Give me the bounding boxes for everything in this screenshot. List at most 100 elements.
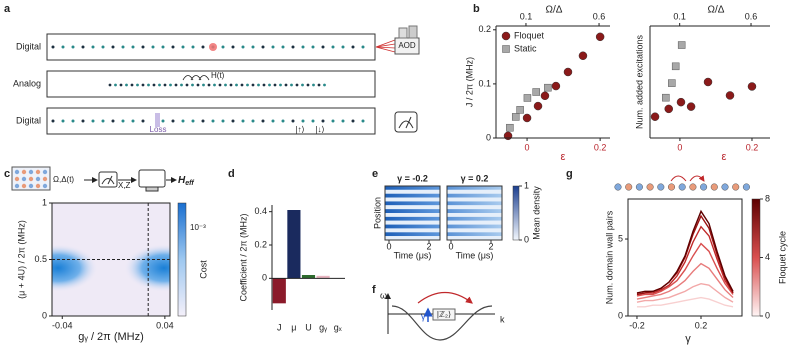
x-tick-label: 0 xyxy=(386,241,391,251)
atom xyxy=(213,83,216,87)
atom xyxy=(721,183,729,191)
legend-marker xyxy=(502,45,510,53)
x-axis-label: Time (μs) xyxy=(456,250,494,260)
series-line xyxy=(636,242,734,297)
atom xyxy=(311,119,315,123)
atom xyxy=(251,45,255,49)
panel-label: c xyxy=(4,168,10,180)
colorbar xyxy=(512,185,520,241)
atom xyxy=(51,45,55,49)
atom xyxy=(181,45,185,49)
atom xyxy=(742,183,750,191)
aod-label: AOD xyxy=(398,41,416,50)
point xyxy=(703,77,713,87)
x-tick-label: 0 xyxy=(525,142,530,152)
density-stripe xyxy=(447,232,502,237)
atom xyxy=(171,45,175,49)
density-stripe xyxy=(447,197,502,202)
density-stripe xyxy=(447,212,502,217)
colorbar-label: Mean density xyxy=(531,186,541,240)
x-tick-label: 2 xyxy=(488,241,493,251)
effective-hamiltonian: Heff xyxy=(178,175,194,187)
atom xyxy=(211,119,215,123)
atom xyxy=(700,183,708,191)
atom xyxy=(291,45,295,49)
atom xyxy=(201,45,205,49)
atom xyxy=(169,83,172,87)
atom xyxy=(71,45,75,49)
x-tick-label: 0 xyxy=(677,142,682,152)
legend-label: Floquet xyxy=(514,30,545,40)
atom xyxy=(291,119,295,123)
atom xyxy=(261,119,265,123)
series-line xyxy=(636,225,734,296)
x-axis-label: γ xyxy=(685,333,691,345)
atom xyxy=(261,45,265,49)
atom xyxy=(290,83,293,87)
atom xyxy=(281,119,285,123)
y-tick-label: 0.2 xyxy=(254,239,267,249)
y-tick-label: 5 xyxy=(618,233,623,243)
atom xyxy=(108,83,112,87)
atom xyxy=(81,119,85,123)
atom xyxy=(111,45,115,49)
density-stripe xyxy=(447,201,502,206)
x-tick-label: μ xyxy=(291,322,296,332)
h-base: H xyxy=(178,175,186,186)
atom xyxy=(91,119,95,123)
atom xyxy=(131,119,135,123)
atom xyxy=(171,119,175,123)
point xyxy=(725,91,735,100)
x-axis-label: gᵧ / 2π (MHz) xyxy=(78,331,144,343)
point xyxy=(532,88,540,96)
atom xyxy=(323,83,326,87)
point xyxy=(676,97,686,107)
x-tick-label: 0 xyxy=(448,241,453,251)
atom xyxy=(71,119,75,123)
density-stripe xyxy=(385,201,440,206)
density-stripe xyxy=(447,228,502,233)
atom xyxy=(119,83,123,87)
colorbar xyxy=(751,198,761,317)
colorbar-label: Cost xyxy=(198,260,208,279)
detector-icon xyxy=(98,171,118,188)
panel-title: γ = 0.2 xyxy=(461,173,489,183)
atom xyxy=(341,119,345,123)
atom xyxy=(262,83,266,87)
point xyxy=(533,101,543,111)
y-axis-label: Coefficient / 2π (MHz) xyxy=(238,213,248,301)
atom xyxy=(235,83,238,87)
colorbar-label: Floquet cycle xyxy=(777,231,787,284)
atom-glow xyxy=(209,43,217,51)
density-stripe xyxy=(385,205,440,210)
atom xyxy=(207,83,211,87)
density-stripe xyxy=(447,189,502,194)
atom xyxy=(28,169,34,175)
x2-tick-label: 0.1 xyxy=(673,11,686,21)
k-label: k xyxy=(500,314,505,324)
atom xyxy=(201,119,205,123)
y-axis-label: (μ + 4U) / 2π (MHz) xyxy=(16,220,26,299)
density-stripe xyxy=(385,232,440,237)
atom xyxy=(61,119,65,123)
aod-beams xyxy=(375,39,396,53)
atom xyxy=(180,83,183,87)
density-stripe xyxy=(447,209,502,213)
y-axis-label: Num. added excitations xyxy=(634,34,644,129)
atom xyxy=(657,183,665,191)
atom xyxy=(163,83,167,87)
floquet-arc xyxy=(417,291,473,304)
colorbar-tick-label: 4 xyxy=(765,252,770,262)
dispersion-curve xyxy=(391,305,493,341)
atom xyxy=(51,119,55,123)
atom xyxy=(361,45,365,49)
atom xyxy=(732,183,740,191)
computer-stand xyxy=(145,186,159,192)
atom xyxy=(111,119,115,123)
density-stripe xyxy=(385,189,440,194)
hop-arrows xyxy=(670,176,704,181)
atom xyxy=(181,119,185,123)
atom xyxy=(273,83,277,87)
point xyxy=(686,102,696,111)
